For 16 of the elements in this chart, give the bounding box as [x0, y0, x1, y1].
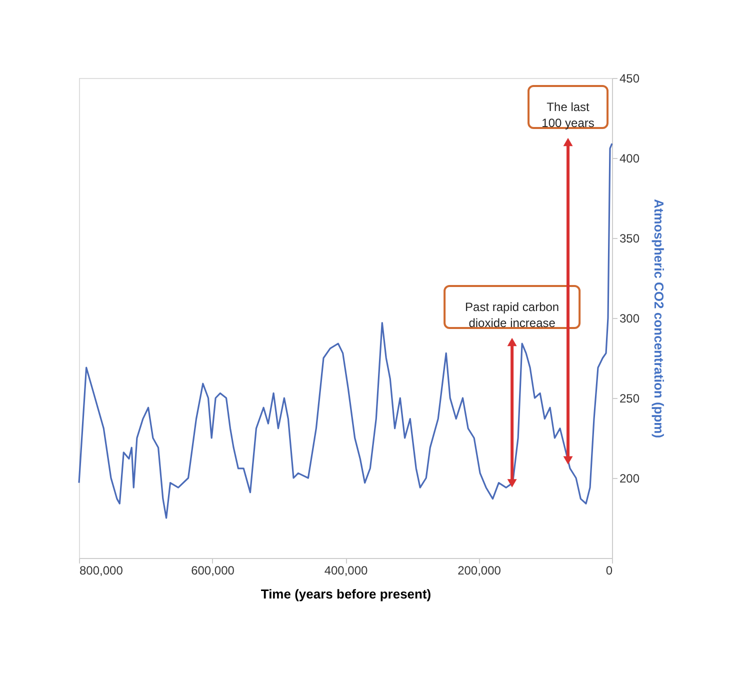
x-axis-title: Time (years before present) [260, 586, 432, 602]
annotation: Past rapid carbon dioxide increase [465, 300, 560, 330]
y-tick-label: 350 [620, 232, 640, 246]
y-axis-title: Atmospheric CO2 concentration (ppm) [652, 198, 667, 438]
annotation: The last 100 years [542, 100, 594, 130]
y-tick-label: 300 [620, 312, 640, 326]
x-tick-label: 600,000 [191, 564, 235, 578]
y-tick-label: 200 [620, 472, 640, 486]
y-tick-label: 400 [620, 152, 640, 166]
line-series [78, 142, 613, 519]
y-tick-label: 450 [620, 72, 640, 86]
x-tick-label: 800,000 [80, 564, 124, 578]
x-tick-label: 200,000 [458, 564, 502, 578]
y-tick-label: 250 [620, 392, 640, 406]
x-tick-label: 400,000 [324, 564, 368, 578]
x-tick-label: 0 [606, 564, 613, 578]
